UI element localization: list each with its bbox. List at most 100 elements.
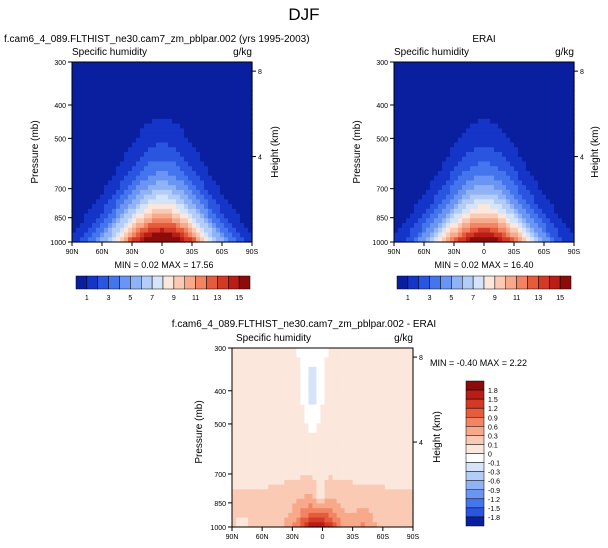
obs-colorbar-label: 13 (534, 295, 542, 302)
model-colorbar-label: 7 (150, 295, 154, 302)
obs-colorbar-swatch (418, 275, 430, 290)
obs-stats-label: MIN = 0.02 MAX = 16.40 (434, 260, 533, 270)
obs-xtick-label: 90S (568, 249, 581, 256)
model-colorbar-label: 5 (128, 295, 132, 302)
obs-field (394, 62, 575, 243)
model-ylabel: Pressure (mb) (30, 120, 41, 183)
model-colorbar-label: 15 (235, 295, 243, 302)
obs-ylabel: Pressure (mb) (352, 120, 363, 183)
model-colorbar-label: 1 (85, 295, 89, 302)
obs-y2tick-label: 4 (580, 155, 584, 162)
diff-colorbar-swatch (465, 435, 485, 445)
diff-xtick-label: 60N (256, 534, 269, 541)
model-colorbar-label: 3 (107, 295, 111, 302)
obs-colorbar-label: 1 (406, 295, 410, 302)
diff-colorbar-label: 0 (488, 452, 492, 459)
obs-colorbar-swatch (494, 275, 507, 290)
diff-variable-label: Specific humidity (236, 333, 311, 344)
diff-ytick-label: 500 (214, 422, 226, 429)
diff-colorbar-swatch (465, 462, 485, 472)
model-colorbar-swatch (195, 275, 207, 290)
model-colorbar-swatch (119, 275, 131, 290)
diff-xtick-label: 30S (346, 534, 359, 541)
obs-colorbar-label: 7 (471, 295, 475, 302)
model-y2tick-label: 8 (258, 69, 262, 76)
obs-xtick-label: 90N (388, 249, 401, 256)
obs-colorbar-label: 3 (428, 295, 432, 302)
diff-colorbar-swatch (465, 407, 485, 418)
diff-colorbar-swatch (465, 444, 485, 454)
model-panel-title: f.cam6_4_089.FLTHIST_ne30.cam7_zm_pblpar… (4, 34, 310, 45)
diff-colorbar-label: -0.1 (488, 461, 500, 468)
diff-y2tick-label: 4 (419, 440, 423, 447)
obs-ytick-label: 850 (376, 216, 388, 223)
model-colorbar-swatch (86, 275, 99, 290)
figure-title: DJF (288, 5, 319, 24)
diff-panel-title: f.cam6_4_089.FLTHIST_ne30.cam7_zm_pblpar… (172, 319, 436, 330)
model-colorbar-swatch (141, 275, 153, 290)
diff-ytick-label: 1000 (210, 525, 226, 532)
obs-colorbar-swatch (549, 275, 561, 290)
obs-xtick-label: 30S (508, 249, 521, 256)
model-units-label: g/kg (233, 47, 252, 58)
model-variable-label: Specific humidity (72, 47, 147, 58)
obs-xtick-label: 60N (418, 249, 431, 256)
diff-colorbar-label: -1.5 (488, 506, 500, 513)
model-ytick-label: 400 (54, 103, 66, 110)
diff-xtick-label: 60S (377, 534, 390, 541)
diff-colorbar-swatch (465, 516, 485, 527)
diff-colorbar-label: -1.8 (488, 515, 500, 522)
model-xtick-label: 30N (126, 249, 139, 256)
obs-panel-title: ERAI (472, 34, 495, 45)
obs-colorbar-swatch (472, 275, 485, 290)
diff-ytick-label: 850 (214, 501, 226, 508)
obs-ytick-label: 700 (376, 187, 388, 194)
model-field (72, 62, 253, 243)
diff-xtick-label: 90N (226, 534, 239, 541)
diff-colorbar-swatch (465, 380, 485, 391)
diff-units-label: g/kg (394, 333, 413, 344)
model-xtick-label: 60S (216, 249, 229, 256)
model-ytick-label: 300 (54, 60, 66, 67)
diff-colorbar-label: -0.6 (488, 479, 500, 486)
diff-colorbar-label: -0.9 (488, 488, 500, 495)
model-ytick-label: 500 (54, 136, 66, 143)
diff-colorbar-label: -1.2 (488, 497, 500, 504)
obs-ytick-label: 500 (376, 136, 388, 143)
model-xtick-label: 60N (96, 249, 109, 256)
obs-variable-label: Specific humidity (394, 47, 469, 58)
obs-colorbar-label: 15 (556, 295, 564, 302)
diff-y2label: Height (km) (432, 411, 443, 463)
diff-colorbar-label: 0.9 (488, 415, 498, 422)
obs-colorbar-swatch (505, 275, 517, 290)
model-colorbar-swatch (173, 275, 186, 290)
diff-y2tick-label: 8 (419, 355, 423, 362)
obs-colorbar-label: 9 (493, 295, 497, 302)
diff-ylabel: Pressure (mb) (194, 400, 205, 463)
model-colorbar-swatch (108, 275, 120, 290)
diff-colorbar-swatch (465, 389, 485, 400)
model-colorbar-swatch (184, 275, 196, 290)
model-y2label: Height (km) (270, 126, 281, 178)
model-colorbar-swatch (75, 275, 88, 290)
obs-colorbar-label: 5 (449, 295, 453, 302)
model-colorbar-swatch (97, 275, 109, 290)
obs-colorbar-swatch (451, 275, 463, 290)
model-xtick-label: 30S (186, 249, 199, 256)
model-xtick-label: 90N (66, 249, 79, 256)
obs-colorbar-swatch (538, 275, 550, 290)
diff-colorbar-label: 1.5 (488, 397, 498, 404)
model-colorbar-swatch (228, 275, 240, 290)
obs-colorbar-swatch (440, 275, 452, 290)
obs-ytick-label: 1000 (372, 240, 388, 247)
diff-colorbar-label: 1.2 (488, 406, 498, 413)
diff-colorbar-swatch (465, 489, 485, 500)
obs-colorbar-swatch (462, 275, 474, 290)
model-colorbar-swatch (151, 275, 164, 290)
model-colorbar-swatch (238, 275, 251, 290)
obs-colorbar-swatch (396, 275, 409, 290)
obs-colorbar-swatch (559, 275, 572, 290)
diff-ytick-label: 300 (214, 346, 226, 353)
obs-colorbar-label: 11 (513, 295, 520, 302)
